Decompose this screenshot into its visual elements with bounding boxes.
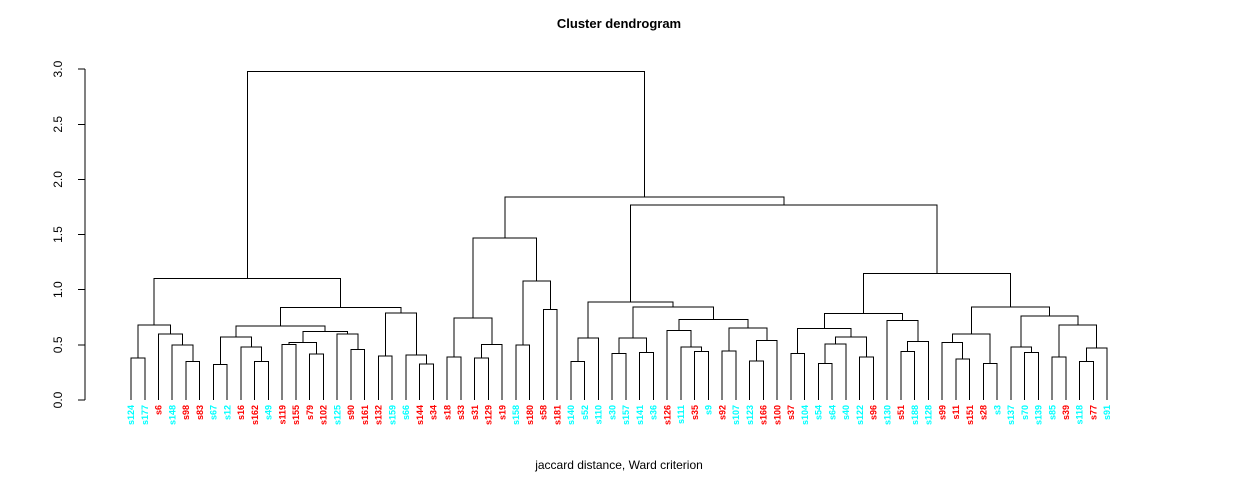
y-axis-tick-label: 1.5 xyxy=(51,226,65,243)
leaf-label-s12: s12 xyxy=(222,405,232,420)
leaf-label-s37: s37 xyxy=(786,405,796,420)
leaf-label-s33: s33 xyxy=(456,405,466,420)
leaf-label-s111: s111 xyxy=(676,405,686,424)
y-axis xyxy=(78,68,86,401)
leaf-label-s16: s16 xyxy=(236,405,246,420)
y-axis-tick-label: 1.0 xyxy=(51,281,65,298)
leaf-label-s166: s166 xyxy=(759,405,769,425)
leaf-label-s64: s64 xyxy=(827,405,837,420)
leaf-label-s36: s36 xyxy=(649,405,659,420)
leaf-label-s180: s180 xyxy=(525,405,535,425)
leaf-label-s30: s30 xyxy=(607,405,617,420)
leaf-label-s130: s130 xyxy=(882,405,892,425)
y-axis-tick-label: 3.0 xyxy=(51,60,65,77)
leaf-label-s148: s148 xyxy=(167,405,177,425)
leaf-label-s139: s139 xyxy=(1034,405,1044,425)
leaf-label-s129: s129 xyxy=(484,405,494,425)
leaf-label-s91: s91 xyxy=(1102,405,1112,420)
leaf-label-s49: s49 xyxy=(264,405,274,420)
y-axis-tick-label: 2.5 xyxy=(51,116,65,133)
leaf-label-s188: s188 xyxy=(910,405,920,425)
leaf-label-s140: s140 xyxy=(566,405,576,425)
leaf-label-s155: s155 xyxy=(291,405,301,425)
leaf-label-s158: s158 xyxy=(511,405,521,425)
y-axis-tick-label: 0.0 xyxy=(51,391,65,408)
leaf-label-s66: s66 xyxy=(401,405,411,420)
leaf-label-s144: s144 xyxy=(415,405,425,425)
leaf-label-s151: s151 xyxy=(965,405,975,425)
leaf-label-s79: s79 xyxy=(305,405,315,420)
leaf-label-s51: s51 xyxy=(896,405,906,420)
leaf-label-s6: s6 xyxy=(154,405,164,415)
leaf-label-s98: s98 xyxy=(181,405,191,420)
leaf-label-s122: s122 xyxy=(855,405,865,425)
leaf-label-s126: s126 xyxy=(662,405,672,425)
leaf-label-s118: s118 xyxy=(1075,405,1085,425)
leaf-label-s102: s102 xyxy=(319,405,329,425)
leaf-label-s35: s35 xyxy=(690,405,700,420)
leaf-label-s18: s18 xyxy=(442,405,452,420)
y-axis-tick-label: 2.0 xyxy=(51,171,65,188)
leaf-label-s9: s9 xyxy=(704,405,714,415)
leaf-label-s54: s54 xyxy=(814,405,824,420)
leaf-label-s52: s52 xyxy=(580,405,590,420)
leaf-label-s70: s70 xyxy=(1020,405,1030,420)
leaf-label-s31: s31 xyxy=(470,405,480,420)
leaf-label-s77: s77 xyxy=(1088,405,1098,420)
leaf-label-s110: s110 xyxy=(594,405,604,425)
leaf-label-s177: s177 xyxy=(140,405,150,425)
leaf-label-s119: s119 xyxy=(277,405,287,425)
leaf-label-s141: s141 xyxy=(635,405,645,425)
leaf-label-s40: s40 xyxy=(841,405,851,420)
leaf-label-s92: s92 xyxy=(717,405,727,420)
leaf-label-s11: s11 xyxy=(951,405,961,420)
leaf-label-s100: s100 xyxy=(772,405,782,425)
leaf-label-s39: s39 xyxy=(1061,405,1071,420)
leaf-label-s107: s107 xyxy=(731,405,741,425)
y-axis-tick-label: 0.5 xyxy=(51,336,65,353)
leaf-label-s58: s58 xyxy=(539,405,549,420)
leaf-label-s85: s85 xyxy=(1047,405,1057,420)
leaf-label-s159: s159 xyxy=(387,405,397,425)
leaf-label-s123: s123 xyxy=(745,405,755,425)
leaf-label-s90: s90 xyxy=(346,405,356,420)
leaf-label-s19: s19 xyxy=(497,405,507,420)
leaf-label-s128: s128 xyxy=(924,405,934,425)
leaf-label-s28: s28 xyxy=(979,405,989,420)
leaf-label-s132: s132 xyxy=(374,405,384,425)
leaf-label-s157: s157 xyxy=(621,405,631,425)
leaf-label-s125: s125 xyxy=(332,405,342,425)
leaf-label-s99: s99 xyxy=(937,405,947,420)
leaf-label-s161: s161 xyxy=(360,405,370,425)
x-axis-label: jaccard distance, Ward criterion xyxy=(535,458,703,472)
leaf-label-s137: s137 xyxy=(1006,405,1016,425)
plot-title: Cluster dendrogram xyxy=(556,16,682,31)
dendrogram-svg: 0.0 0.5 1.0 1.5 2.0 2.5 3.0 s124 s177 s6 s148 s98 s8… xyxy=(51,60,1112,425)
leaf-label-s124: s124 xyxy=(126,405,136,425)
leaf-label-s181: s181 xyxy=(552,405,562,425)
leaf-label-s104: s104 xyxy=(800,405,810,425)
leaf-label-s162: s162 xyxy=(250,405,260,425)
leaf-label-s34: s34 xyxy=(429,405,439,420)
leaf-label-s3: s3 xyxy=(992,405,1002,415)
leaf-label-s96: s96 xyxy=(869,405,879,420)
leaf-label-s67: s67 xyxy=(209,405,219,420)
leaf-label-s83: s83 xyxy=(195,405,205,420)
dendrogram-path xyxy=(130,70,1108,400)
